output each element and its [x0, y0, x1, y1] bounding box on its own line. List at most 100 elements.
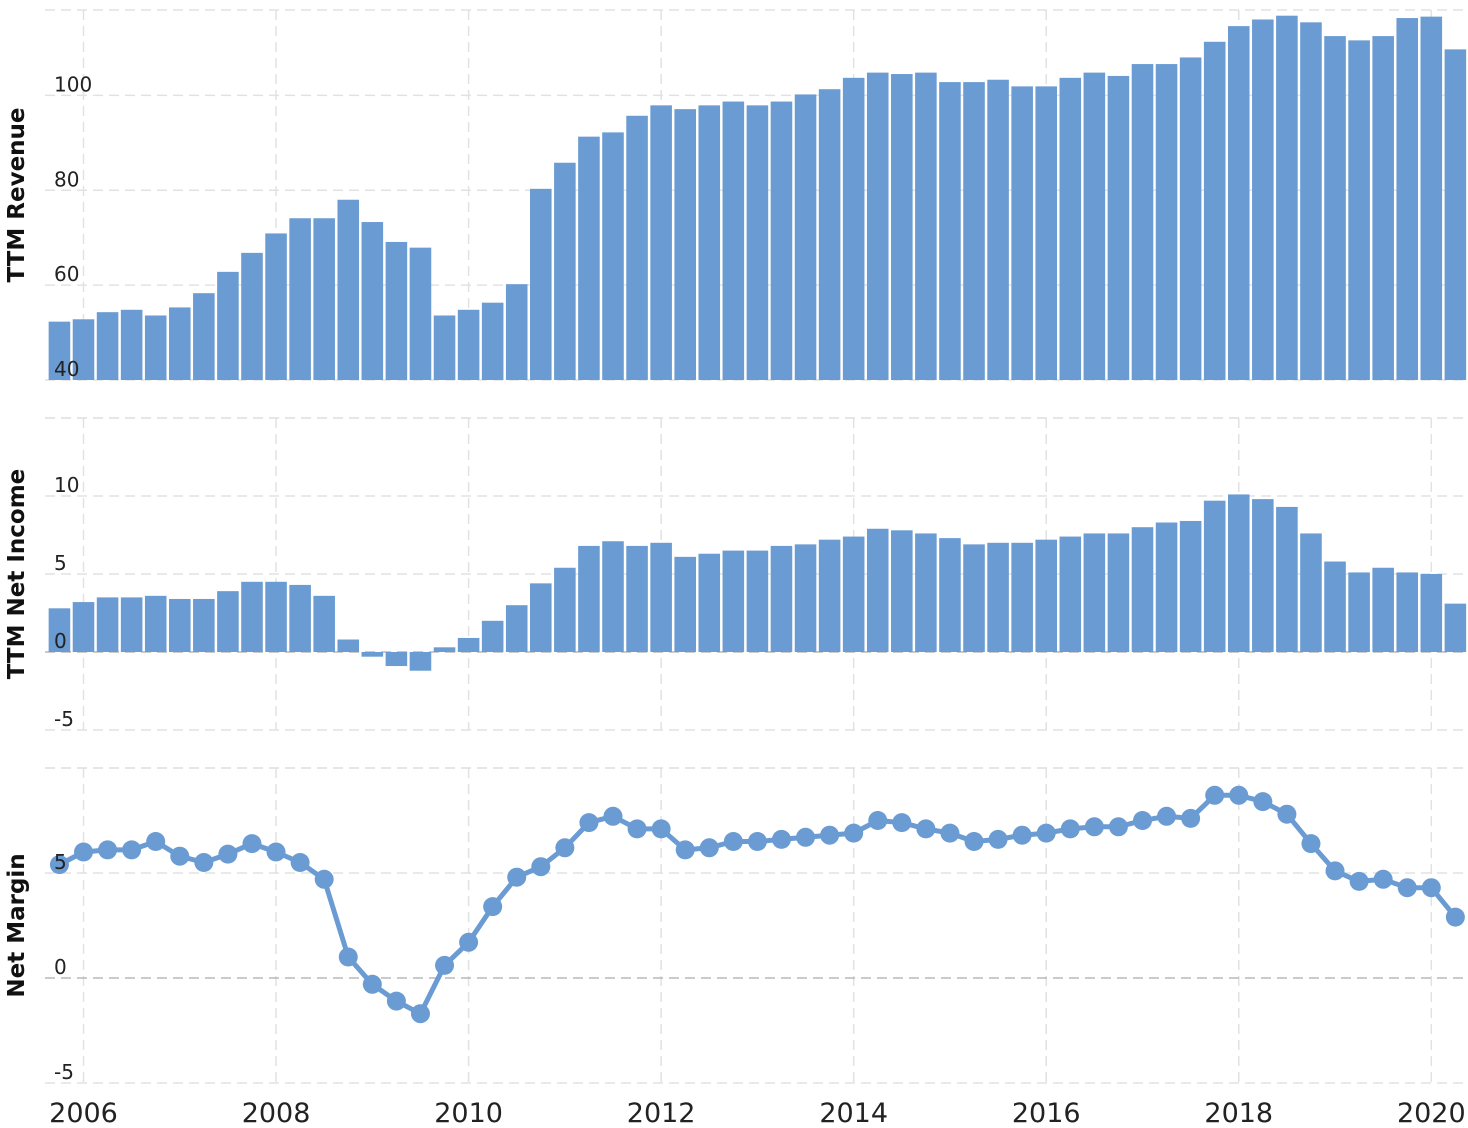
net-margin-point [1277, 804, 1297, 824]
net-income-bar [602, 541, 624, 652]
net-margin-point [1157, 806, 1177, 826]
net-income-bar [1179, 520, 1202, 652]
net-margin-point [507, 867, 527, 887]
net-margin-point [362, 974, 382, 994]
revenue-bar [602, 132, 624, 380]
net-margin-point [1036, 823, 1056, 843]
net-income-y-tick-label: 10 [54, 473, 79, 497]
revenue-bar [746, 105, 769, 380]
net-margin-y-tick-label: 5 [54, 850, 67, 874]
net-income-panel: -5 0 5 10 TTM Net Income [4, 417, 1467, 731]
net-margin-point [242, 834, 262, 854]
revenue-bar [578, 136, 600, 380]
revenue-bar [554, 162, 576, 380]
net-income-bar [313, 595, 335, 652]
net-income-bar [433, 647, 456, 652]
net-income-bar [939, 538, 961, 652]
net-margin-point [1421, 878, 1441, 898]
revenue-y-tick-label: 40 [54, 357, 79, 381]
net-income-bar [1396, 572, 1419, 652]
net-margin-point [627, 819, 647, 839]
revenue-bar [168, 307, 191, 380]
revenue-bar [650, 105, 672, 380]
net-margin-point [603, 806, 623, 826]
net-margin-point [699, 838, 719, 858]
net-margin-point [651, 819, 671, 839]
x-tick-label: 2018 [1204, 1098, 1273, 1128]
net-margin-point [386, 991, 406, 1011]
net-income-bar [72, 602, 95, 652]
x-tick-label: 2008 [242, 1098, 311, 1128]
net-margin-point [1253, 792, 1273, 812]
net-margin-point [555, 838, 575, 858]
net-margin-point [218, 844, 238, 864]
net-margin-point [844, 823, 864, 843]
net-margin-point [194, 853, 214, 872]
revenue-bar [842, 77, 865, 380]
net-margin-point [1132, 811, 1152, 830]
net-margin-point [1325, 861, 1345, 881]
net-margin-point [579, 813, 599, 833]
net-margin-point [435, 955, 455, 975]
net-income-bar [289, 584, 311, 652]
net-margin-point [1181, 808, 1201, 828]
revenue-bar [698, 105, 721, 380]
net-margin-point [98, 840, 118, 860]
revenue-bar [1324, 36, 1346, 380]
net-income-bar [1372, 567, 1394, 652]
net-income-bar [1444, 603, 1467, 652]
revenue-bar [770, 101, 793, 381]
net-income-bar [891, 530, 913, 652]
net-margin-point [1060, 819, 1080, 839]
net-income-bar [481, 620, 504, 652]
net-margin-point [964, 832, 984, 851]
x-tick-label: 2006 [49, 1098, 118, 1128]
net-margin-point [1205, 785, 1225, 805]
revenue-bar [144, 315, 167, 380]
net-income-bar [1155, 522, 1178, 652]
revenue-bar [1035, 86, 1058, 380]
revenue-bar [385, 241, 408, 380]
revenue-bar [72, 319, 95, 380]
net-income-bar [818, 539, 841, 652]
x-tick-label: 2020 [1397, 1098, 1466, 1128]
net-income-bar [241, 581, 263, 652]
net-income-bar [1083, 533, 1106, 652]
net-margin-point [290, 853, 310, 872]
revenue-bar [1300, 22, 1322, 380]
revenue-bar [891, 74, 913, 381]
net-income-bar [1276, 506, 1298, 652]
net-margin-y-axis-label: Net Margin [4, 853, 30, 997]
x-tick-label: 2016 [1012, 1098, 1081, 1128]
net-income-bar [1059, 536, 1082, 652]
net-income-bar [361, 652, 384, 657]
revenue-bar [1227, 26, 1250, 380]
revenue-bar [265, 233, 287, 380]
net-income-bar [915, 533, 937, 652]
net-margin-point [338, 947, 358, 967]
net-income-bar [457, 637, 480, 652]
x-axis: 2006 2008 2010 2012 2014 2016 2018 2020 [49, 1098, 1466, 1128]
net-margin-point [1445, 907, 1465, 927]
net-margin-point [483, 897, 503, 917]
net-margin-point [892, 813, 912, 833]
revenue-bar [1444, 49, 1467, 380]
revenue-bar [915, 72, 937, 380]
net-income-bar [168, 598, 191, 652]
revenue-y-axis-label: TTM Revenue [4, 107, 30, 282]
net-margin-point [675, 840, 695, 860]
revenue-bar [193, 293, 215, 380]
net-income-bar [674, 556, 696, 652]
revenue-bar [1348, 40, 1370, 380]
x-tick-label: 2010 [434, 1098, 503, 1128]
net-margin-point [459, 932, 479, 952]
net-income-y-tick-label: 5 [54, 551, 67, 575]
revenue-bar [1011, 86, 1033, 380]
net-income-bar [1107, 533, 1130, 652]
revenue-bar [1420, 16, 1443, 381]
revenue-bar [433, 315, 456, 380]
revenue-bar [1083, 72, 1106, 380]
revenue-bar [217, 271, 239, 380]
net-income-bar [120, 597, 143, 652]
net-income-bar [96, 597, 119, 652]
